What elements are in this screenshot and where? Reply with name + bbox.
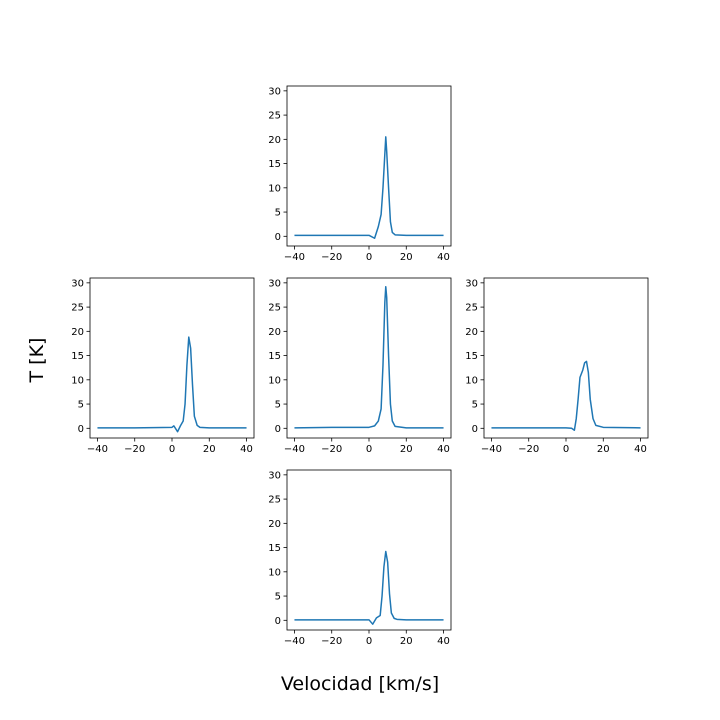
figure-y-axis-title: T [K] (26, 337, 48, 383)
y-tick-label: 25 (465, 303, 478, 314)
x-tick-label: 0 (563, 444, 569, 455)
y-tick-label: 30 (465, 278, 478, 289)
x-tick-label: −20 (321, 444, 342, 455)
subplot-left: −40 −20 0 20 40 0 5 10 15 20 25 30 (71, 277, 255, 455)
subplot-bottom: −40 −20 0 20 40 0 5 10 15 20 25 30 (268, 469, 452, 647)
y-tick-label: 10 (71, 375, 84, 386)
subplot-top: −40 −20 0 20 40 0 5 10 15 20 25 30 (268, 85, 452, 263)
y-tick-label: 0 (275, 232, 281, 243)
figure-x-axis-title: Velocidad [km/s] (280, 673, 440, 695)
x-tick-label: −20 (321, 636, 342, 647)
x-tick-label: 40 (240, 444, 253, 455)
subplot-right: −40 −20 0 20 40 0 5 10 15 20 25 30 (465, 277, 649, 455)
axes-frame (286, 277, 452, 439)
y-tick-label: 30 (71, 278, 84, 289)
x-tick-label: 20 (400, 252, 413, 263)
y-tick-label: 25 (268, 495, 281, 506)
x-tick-label: 20 (597, 444, 610, 455)
axes-frame (89, 277, 255, 439)
y-tick-label: 5 (275, 208, 281, 219)
spectrum-line (294, 550, 444, 625)
y-tick-label: 10 (268, 567, 281, 578)
y-tick-label: 10 (465, 375, 478, 386)
y-tick-label: 20 (268, 519, 281, 530)
spectrum-line (97, 336, 247, 433)
x-tick-label: 40 (437, 252, 450, 263)
x-tick-label: −40 (87, 444, 108, 455)
y-tick-label: 0 (275, 424, 281, 435)
x-tick-label: 20 (400, 636, 413, 647)
y-tick-label: 15 (268, 159, 281, 170)
y-tick-label: 10 (268, 183, 281, 194)
y-tick-label: 20 (71, 327, 84, 338)
y-tick-label: 0 (275, 616, 281, 627)
axes-frame (286, 85, 452, 247)
x-tick-label: 20 (400, 444, 413, 455)
axes-frame (483, 277, 649, 439)
y-tick-label: 0 (472, 424, 478, 435)
x-tick-label: −40 (284, 444, 305, 455)
y-tick-label: 5 (275, 592, 281, 603)
y-tick-label: 10 (268, 375, 281, 386)
y-tick-label: 15 (465, 351, 478, 362)
y-tick-label: 5 (472, 400, 478, 411)
y-tick-label: 20 (268, 135, 281, 146)
y-tick-label: 30 (268, 86, 281, 97)
x-tick-label: 0 (366, 444, 372, 455)
x-tick-label: −40 (284, 252, 305, 263)
y-tick-label: 25 (268, 111, 281, 122)
y-tick-label: 15 (268, 351, 281, 362)
spectrum-line (491, 360, 641, 431)
y-tick-label: 5 (78, 400, 84, 411)
subplot-center: −40 −20 0 20 40 0 5 10 15 20 25 30 (268, 277, 452, 455)
x-tick-label: 40 (437, 636, 450, 647)
x-tick-label: −20 (518, 444, 539, 455)
x-tick-label: −40 (481, 444, 502, 455)
x-tick-label: 0 (366, 252, 372, 263)
x-tick-label: 40 (634, 444, 647, 455)
x-tick-label: 0 (169, 444, 175, 455)
y-tick-label: 5 (275, 400, 281, 411)
y-tick-label: 25 (268, 303, 281, 314)
spectrum-line (294, 136, 444, 239)
axes-frame (286, 469, 452, 631)
x-tick-label: 0 (366, 636, 372, 647)
y-tick-label: 20 (268, 327, 281, 338)
x-tick-label: −40 (284, 636, 305, 647)
y-tick-label: 0 (78, 424, 84, 435)
y-tick-label: 15 (71, 351, 84, 362)
y-tick-label: 20 (465, 327, 478, 338)
x-tick-label: −20 (124, 444, 145, 455)
x-tick-label: 40 (437, 444, 450, 455)
x-tick-label: 20 (203, 444, 216, 455)
y-tick-label: 30 (268, 278, 281, 289)
y-tick-label: 30 (268, 470, 281, 481)
x-tick-label: −20 (321, 252, 342, 263)
y-tick-label: 15 (268, 543, 281, 554)
spectrum-line (294, 285, 444, 429)
y-tick-label: 25 (71, 303, 84, 314)
